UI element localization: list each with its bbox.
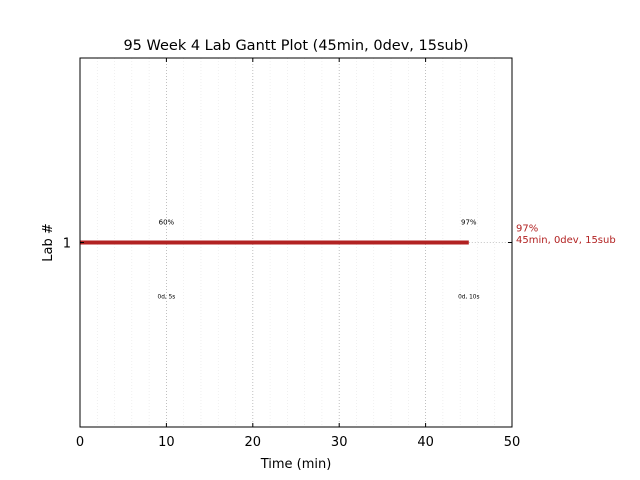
y-axis-label: Lab # — [41, 223, 56, 262]
x-tick-label: 0 — [76, 435, 84, 450]
y-axis-ticks: 1 — [63, 237, 512, 252]
chart-title: 95 Week 4 Lab Gantt Plot (45min, 0dev, 1… — [123, 38, 468, 54]
annotation-percent: 97% — [461, 219, 477, 227]
annotation-duration: 0d, 10s — [458, 295, 479, 301]
x-axis-label: Time (min) — [260, 457, 332, 472]
annotation-percent: 60% — [159, 219, 175, 227]
x-tick-label: 50 — [504, 435, 521, 450]
x-axis-ticks: 0 10 20 30 40 50 — [76, 58, 520, 450]
bar-label-summary: 45min, 0dev, 15sub — [516, 235, 616, 246]
x-tick-label: 10 — [158, 435, 175, 450]
x-tick-label: 20 — [245, 435, 262, 450]
annotation-duration: 0d, 5s — [158, 295, 176, 301]
annotations: 60% 0d, 5s 97% 0d, 10s — [158, 219, 480, 301]
x-tick-label: 40 — [417, 435, 434, 450]
y-tick-label: 1 — [63, 237, 71, 252]
bar-labels: 97%45min, 0dev, 15sub — [516, 224, 616, 247]
bar-label-percent: 97% — [516, 224, 538, 235]
x-tick-label: 30 — [331, 435, 348, 450]
